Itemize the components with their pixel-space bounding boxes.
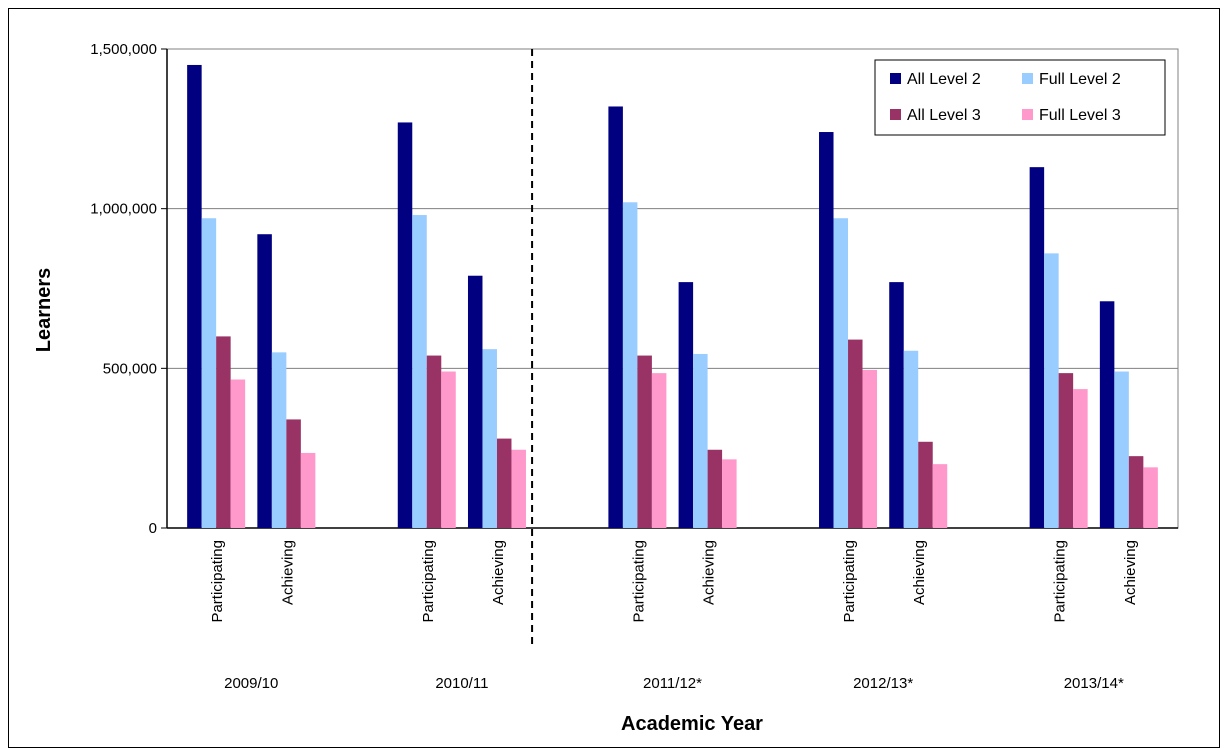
bar-all-level-3 [1058, 373, 1074, 528]
bar-all-level-2 [678, 282, 694, 528]
legend-swatch [1022, 73, 1033, 84]
legend-swatch [890, 109, 901, 120]
bar-full-level-3 [300, 452, 316, 528]
x-axis-title: Academic Year [621, 713, 763, 735]
legend-label: All Level 3 [907, 107, 981, 124]
bar-all-level-3 [1128, 456, 1144, 528]
bar-all-level-3 [637, 355, 652, 528]
bar-full-level-2 [482, 349, 497, 528]
x-category-label: Participating [420, 540, 437, 623]
bar-all-level-3 [216, 336, 231, 528]
bars [187, 64, 1158, 529]
bar-all-level-2 [889, 282, 904, 528]
bar-full-level-2 [833, 218, 849, 528]
x-category-label: Participating [841, 540, 858, 623]
x-category-label: Achieving [911, 540, 928, 605]
y-tick-label: 1,500,000 [90, 41, 157, 58]
x-group-label: 2013/14* [1064, 675, 1124, 692]
x-group-label: 2009/10 [224, 675, 278, 692]
bar-full-level-3 [441, 371, 456, 528]
x-category-labels: Participating Achieving Participating Achie… [209, 540, 1139, 623]
y-tick-labels: 0 500,000 1,000,000 1,500,000 [90, 41, 157, 537]
x-group-label: 2012/13* [853, 675, 913, 692]
bar-all-level-3 [848, 339, 863, 528]
bar-full-level-3 [230, 379, 246, 528]
bar-all-level-3 [286, 419, 301, 528]
y-tick-label: 500,000 [103, 360, 157, 377]
bar-full-level-3 [511, 449, 526, 528]
bar-all-level-2 [187, 64, 202, 528]
x-category-label: Achieving [1122, 540, 1139, 605]
legend: All Level 2 Full Level 2 All Level 3 Full L… [874, 59, 1166, 136]
bar-full-level-2 [1114, 371, 1129, 528]
bar-full-level-2 [1044, 253, 1059, 528]
bar-full-level-3 [722, 459, 737, 528]
x-category-label: Achieving [279, 540, 296, 605]
x-group-label: 2011/12* [643, 675, 702, 692]
bar-full-level-3 [1073, 389, 1088, 528]
x-category-label: Achieving [701, 540, 718, 605]
bar-all-level-2 [1029, 167, 1045, 529]
bar-all-level-2 [1099, 301, 1115, 528]
bar-full-level-2 [201, 218, 217, 528]
bar-all-level-3 [707, 449, 723, 528]
bar-full-level-2 [412, 215, 427, 528]
bar-full-level-3 [862, 369, 878, 528]
x-category-label: Achieving [490, 540, 507, 605]
x-category-label: Participating [630, 540, 647, 623]
bar-all-level-2 [397, 122, 413, 529]
bar-all-level-2 [608, 106, 623, 528]
legend-label: All Level 2 [907, 71, 981, 88]
y-tick-label: 0 [149, 520, 157, 537]
legend-swatch [1022, 109, 1033, 120]
bar-all-level-2 [257, 234, 272, 529]
legend-label: Full Level 3 [1039, 107, 1121, 124]
x-group-label: 2010/11 [435, 675, 488, 692]
y-axis-title: Learners [33, 268, 55, 353]
y-tick-label: 1,000,000 [90, 201, 157, 218]
bar-all-level-3 [918, 441, 933, 528]
x-category-label: Participating [209, 540, 226, 623]
bar-full-level-2 [271, 352, 287, 528]
bar-full-level-3 [932, 464, 948, 528]
bar-full-level-2 [622, 202, 638, 528]
bar-full-level-2 [903, 350, 919, 528]
x-group-labels: 2009/10 2010/11 2011/12* 2012/13* 2013/14* [224, 675, 1124, 692]
legend-swatch [890, 73, 901, 84]
bar-all-level-2 [467, 275, 483, 528]
bar-all-level-2 [819, 132, 834, 528]
x-category-label: Participating [1052, 540, 1069, 623]
bar-full-level-3 [1143, 467, 1158, 528]
bar-all-level-3 [426, 355, 442, 528]
bar-full-level-2 [693, 353, 708, 528]
bar-full-level-3 [651, 373, 667, 528]
bar-all-level-3 [496, 438, 512, 528]
legend-box [874, 59, 1166, 136]
legend-label: Full Level 2 [1039, 71, 1121, 88]
